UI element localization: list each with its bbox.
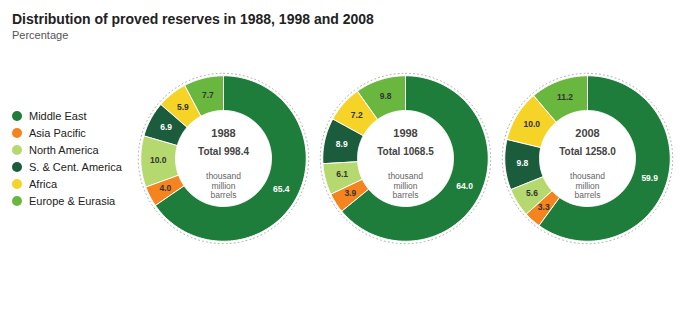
html-text:Africa: Africa (29, 177, 58, 190)
svg-text:5.9: 5.9 (177, 102, 189, 112)
svg-text:8.9: 8.9 (336, 139, 348, 149)
svg-text:65.4: 65.4 (273, 184, 290, 194)
svg-text:9.8: 9.8 (380, 91, 392, 101)
svg-text:2008: 2008 (575, 127, 599, 139)
svg-text:7.7: 7.7 (202, 90, 214, 100)
html-text:S. & Cent. America: S. & Cent. America (29, 160, 122, 173)
svg-text:6.9: 6.9 (160, 122, 172, 132)
svg-text:3.9: 3.9 (344, 188, 356, 198)
svg-text:5.6: 5.6 (526, 188, 538, 198)
html-text:Middle East: Middle East (29, 109, 87, 122)
html-text:Asia Pacific: Asia Pacific (29, 126, 86, 139)
svg-text:Total 1068.5: Total 1068.5 (377, 146, 434, 157)
svg-text:Total 1258.0: Total 1258.0 (559, 146, 616, 157)
html-text:North America: North America (29, 143, 99, 156)
svg-text:10.0: 10.0 (150, 155, 167, 165)
svg-text:59.9: 59.9 (641, 173, 658, 183)
svg-text:10.0: 10.0 (524, 119, 541, 129)
svg-text:1998: 1998 (393, 127, 417, 139)
svg-text:7.2: 7.2 (351, 110, 363, 120)
svg-text:3.3: 3.3 (538, 202, 550, 212)
svg-text:64.0: 64.0 (456, 181, 473, 191)
svg-text:Total 998.4: Total 998.4 (198, 146, 249, 157)
svg-text:thousandmillionbarrels: thousandmillionbarrels (206, 171, 241, 200)
svg-text:11.2: 11.2 (557, 92, 573, 102)
svg-text:thousandmillionbarrels: thousandmillionbarrels (388, 171, 423, 200)
svg-text:thousandmillionbarrels: thousandmillionbarrels (570, 171, 605, 200)
html-text:Europe & Eurasia: Europe & Eurasia (29, 194, 116, 207)
html-text:Distribution of proved reserve: Distribution of proved reserves in 1988,… (12, 11, 374, 27)
svg-text:1988: 1988 (211, 127, 235, 139)
svg-text:4.0: 4.0 (159, 183, 171, 193)
svg-text:9.8: 9.8 (516, 158, 528, 168)
svg-text:6.1: 6.1 (336, 169, 348, 179)
html-text:Percentage: Percentage (12, 29, 69, 41)
